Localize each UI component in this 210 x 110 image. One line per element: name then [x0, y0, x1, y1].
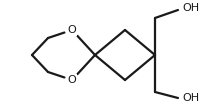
Text: O: O — [68, 75, 76, 85]
Text: OH: OH — [182, 93, 199, 103]
Text: O: O — [68, 25, 76, 35]
Text: OH: OH — [182, 3, 199, 13]
